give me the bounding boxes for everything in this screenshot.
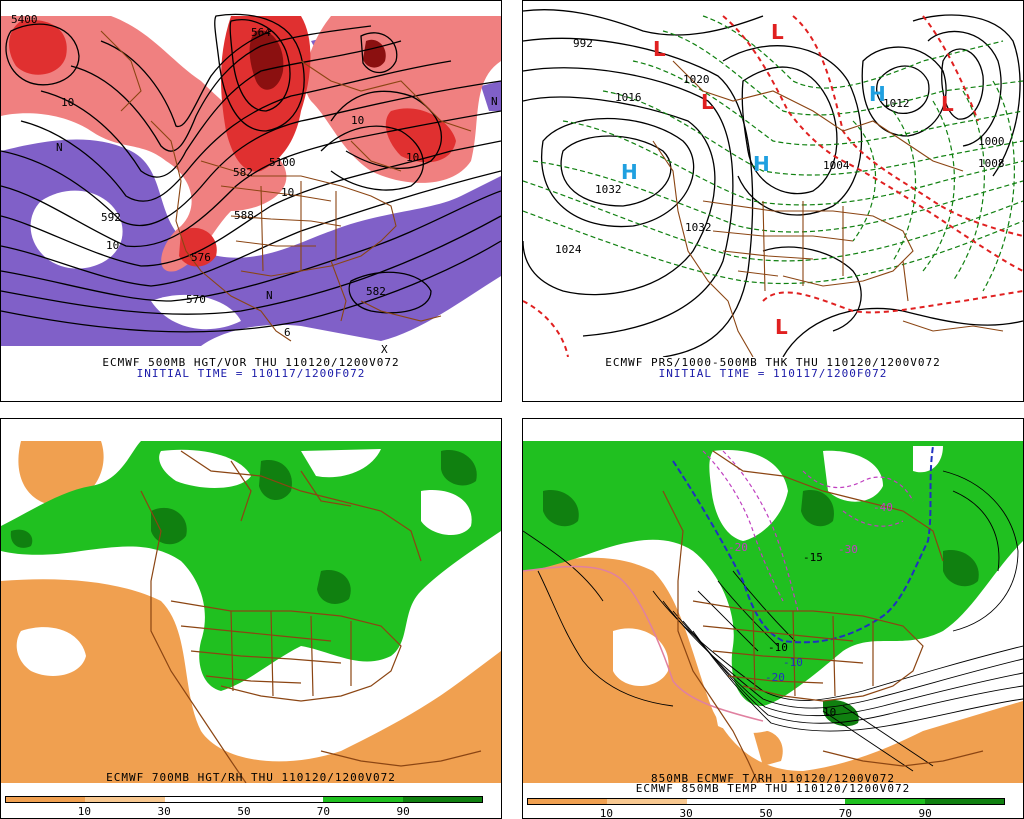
panel-700mb-rh: ECMWF 700MB HGT/RH THU 110120/1200V072 1… xyxy=(0,418,502,819)
isobar-label: 1004 xyxy=(823,159,850,172)
colorbar-tick: 90 xyxy=(396,805,410,818)
panel-850mb-temp-rh: -10 -20 -10 10 -15 -30 -40 -20 850MB ECM… xyxy=(522,418,1024,819)
moist-air-area xyxy=(1,441,501,691)
height-contours xyxy=(1,13,501,333)
isotherm-label: -20 xyxy=(765,671,785,684)
rh-colorbar xyxy=(527,798,1005,805)
isobar-label: 1016 xyxy=(615,91,642,104)
isobar-label: 1012 xyxy=(883,97,910,110)
colorbar-tick: 10 xyxy=(77,805,91,818)
colorbar-tick: 30 xyxy=(157,805,171,818)
coastlines xyxy=(652,60,1004,357)
isobar-label: 1008 xyxy=(978,157,1005,170)
isobar-label: 1024 xyxy=(555,243,582,256)
panel-pressure-thickness: H H H L L L L L 992 1016 1032 1024 1000 … xyxy=(522,0,1024,402)
isotherm-label: -10 xyxy=(768,641,788,654)
coastlines xyxy=(100,30,472,342)
colorbar-tick: 70 xyxy=(838,807,852,819)
caption-initial-time: INITIAL TIME = 110117/1200F072 xyxy=(136,367,366,380)
rh-colorbar xyxy=(5,796,483,803)
high-pressure-marker: H xyxy=(753,152,770,176)
map-850mb-temperature: -10 -20 -10 10 -15 -30 -40 -20 xyxy=(523,431,1023,783)
isobars xyxy=(523,9,1023,357)
colorbar-tick: 70 xyxy=(316,805,330,818)
isobar-label: 1000 xyxy=(978,135,1005,148)
caption-title: 850MB ECMWF T/RH 110120/1200V072 xyxy=(651,772,895,785)
warm-isotherm xyxy=(523,565,764,722)
caption-title: ECMWF 500MB HGT/VOR THU 110120/1200V072 xyxy=(102,356,400,369)
coastlines xyxy=(140,450,482,783)
caption-title: ECMWF PRS/1000-500MB THK THU 110120/1200… xyxy=(605,356,941,369)
low-pressure-marker: L xyxy=(701,90,714,114)
isobar-label: 1032 xyxy=(595,183,622,196)
map-500mb-vorticity xyxy=(1,1,501,357)
low-pressure-marker: L xyxy=(771,20,784,44)
low-pressure-marker: L xyxy=(653,37,666,61)
colorbar-tick: 50 xyxy=(237,805,251,818)
dry-air-area xyxy=(523,557,1023,783)
low-pressure-marker: L xyxy=(941,92,954,116)
isotherm-label: -40 xyxy=(873,501,893,514)
negative-vorticity-area xyxy=(1,139,501,346)
caption-initial-time: INITIAL TIME = 110117/1200F072 xyxy=(658,367,888,380)
isobar-label: 992 xyxy=(573,37,593,50)
colorbar-tick: 90 xyxy=(918,807,932,819)
isotherm-label: -20 xyxy=(728,541,748,554)
caption-subtitle: ECMWF 850MB TEMP THU 110120/1200V072 xyxy=(635,782,911,795)
colorbar-tick: 50 xyxy=(759,807,773,819)
high-pressure-marker: H xyxy=(869,82,886,106)
isotherm-label: -30 xyxy=(838,543,858,556)
isotherm-label: 10 xyxy=(823,706,836,719)
panel-500mb-hgt-vor: 5400 10 10 570 582 588 592 10 5100 10 58… xyxy=(0,0,502,402)
isotherm-label: -15 xyxy=(803,551,823,564)
map-mslp-thickness: H H H L L L L L 992 1016 1032 1024 1000 … xyxy=(523,1,1023,357)
high-pressure-marker: H xyxy=(621,160,638,184)
positive-vorticity-area xyxy=(1,16,287,272)
coastlines xyxy=(662,450,984,783)
map-700mb-humidity xyxy=(1,431,501,783)
caption-title: ECMWF 700MB HGT/RH THU 110120/1200V072 xyxy=(106,771,396,784)
colorbar-tick: 10 xyxy=(599,807,613,819)
isotherm-label: -10 xyxy=(783,656,803,669)
moist-air-area xyxy=(523,441,1023,706)
low-pressure-marker: L xyxy=(775,315,788,339)
thickness-540-line xyxy=(523,15,1023,357)
dry-air-area xyxy=(1,579,501,783)
cold-isotherms xyxy=(702,450,914,612)
isobar-label: 1020 xyxy=(683,73,710,86)
isobar-label: 1032 xyxy=(685,221,712,234)
colorbar-tick: 30 xyxy=(679,807,693,819)
thickness-contours xyxy=(523,15,1023,292)
